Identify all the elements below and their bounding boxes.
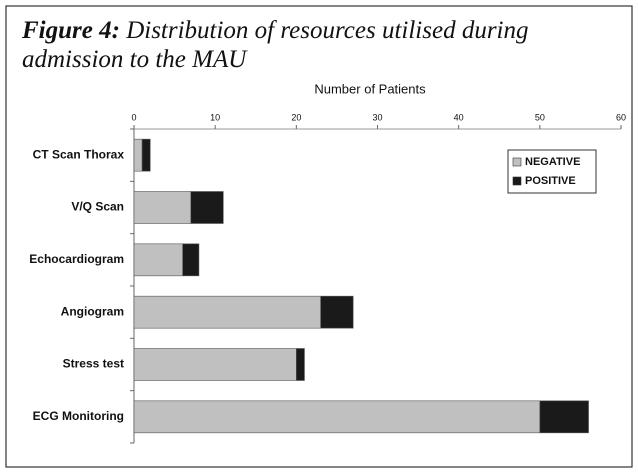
chart-title: Figure 4: Distribution of resources util… <box>22 16 582 74</box>
bar-segment <box>133 243 184 277</box>
bar-segment <box>133 191 192 224</box>
bar-segment <box>141 138 151 172</box>
x-tick-label: 10 <box>210 112 220 122</box>
y-tick-label: Echocardiogram <box>29 252 124 266</box>
legend-swatch <box>512 157 522 167</box>
legend-box <box>507 149 597 194</box>
bar-segment <box>320 295 354 329</box>
x-tick-label: 20 <box>291 112 301 122</box>
x-tick-label: 60 <box>616 112 626 122</box>
bar-segment <box>133 295 321 329</box>
y-tick-label: V/Q Scan <box>71 200 124 214</box>
legend-swatch <box>512 176 522 186</box>
y-tick-label: ECG Monitoring <box>33 409 124 423</box>
y-tick-label: CT Scan Thorax <box>33 147 125 161</box>
bar-segment <box>133 138 143 172</box>
legend-label: POSITIVE <box>525 175 576 187</box>
y-tick-label: Stress test <box>63 357 124 371</box>
legend-label: NEGATIVE <box>525 156 580 168</box>
bar-segment <box>133 348 297 381</box>
bar-segment <box>296 348 305 381</box>
bar-segment <box>133 400 541 434</box>
title-text: Distribution of resources utilised durin… <box>22 17 529 73</box>
bar-segment <box>190 191 224 224</box>
bar-segment <box>182 243 200 277</box>
x-tick-label: 0 <box>131 112 136 122</box>
y-tick-label: Angiogram <box>61 304 124 318</box>
x-tick-label: 30 <box>372 112 382 122</box>
bar-segment <box>539 400 589 434</box>
x-tick-label: 40 <box>454 112 464 122</box>
figure-label: Figure 4: <box>22 17 120 44</box>
frame <box>5 5 633 468</box>
x-tick-label: 50 <box>535 112 545 122</box>
x-axis-label: Number of Patients <box>314 81 426 96</box>
